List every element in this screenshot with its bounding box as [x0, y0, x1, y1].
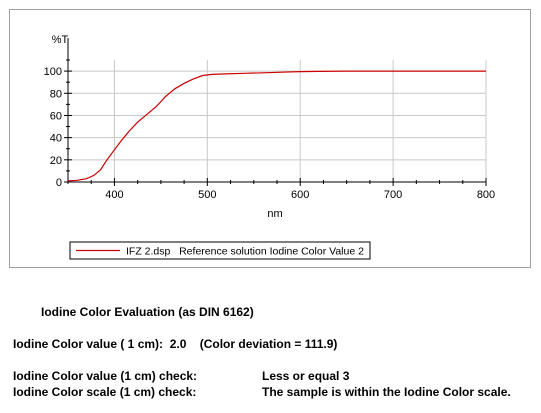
y-tick-label: 100 [44, 66, 62, 78]
color-scale-check-result: The sample is within the Iodine Color sc… [262, 385, 511, 399]
plot-area [68, 60, 486, 182]
color-value-line: Iodine Color value ( 1 cm): 2.0 (Color d… [13, 337, 338, 351]
y-tick-label: 40 [50, 133, 62, 145]
color-value-check-label: Iodine Color value (1 cm) check: [13, 369, 198, 383]
series-line [67, 70, 486, 182]
x-tick-label: 400 [105, 189, 123, 201]
x-tick-label: 800 [477, 189, 495, 201]
color-scale-check-label: Iodine Color scale (1 cm) check: [13, 385, 197, 399]
x-tick-label: 700 [384, 189, 402, 201]
report-heading: Iodine Color Evaluation (as DIN 6162) [41, 305, 254, 319]
legend-box [69, 241, 371, 260]
y-tick-label: 0 [56, 177, 62, 189]
x-axis-label: nm [267, 208, 282, 220]
y-tick-label: 60 [50, 110, 62, 122]
y-tick-label: 80 [50, 88, 62, 100]
chart-panel: 0 20 40 60 80 100 400 500 600 700 800 %T nm IFZ 2.dsp… [9, 9, 531, 268]
transmittance-chart: 0 20 40 60 80 100 400 500 600 700 800 %T nm IFZ 2.dsp… [44, 34, 495, 260]
y-tick-label: 20 [50, 155, 62, 167]
y-axis-label: %T [52, 34, 69, 46]
legend-label: IFZ 2.dsp Reference solution Iodine Colo… [126, 246, 364, 258]
x-tick-label: 500 [198, 189, 216, 201]
color-value-check-result: Less or equal 3 [262, 369, 350, 383]
x-tick-label: 600 [291, 189, 309, 201]
